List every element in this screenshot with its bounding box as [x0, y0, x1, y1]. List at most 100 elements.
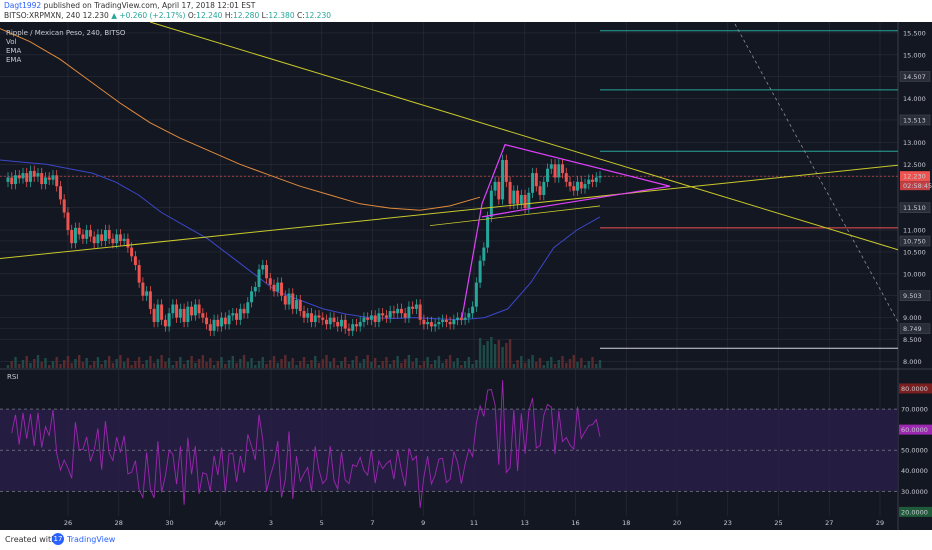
support-line [429, 205, 601, 227]
volume-bar [340, 361, 343, 368]
volume-bar [250, 358, 253, 368]
candle-body [598, 176, 602, 178]
candle-body [366, 317, 370, 320]
volume-bar [516, 360, 519, 368]
candle-body [512, 190, 516, 204]
time-tick-label: 11 [470, 519, 478, 527]
price-tick-label: 10.750 [903, 237, 926, 245]
volume-bars [6, 337, 602, 368]
candle-body [399, 308, 403, 314]
candle-body [298, 300, 302, 312]
candle-body [51, 175, 55, 180]
author-link[interactable]: Dagt1992 [4, 1, 42, 10]
volume-bar [81, 362, 85, 368]
volume-bar [501, 347, 504, 368]
price-tick-label: 10.500 [903, 248, 926, 256]
candle-body [227, 315, 231, 325]
volume-bar [246, 362, 249, 368]
volume-bar [51, 361, 55, 368]
candle-body [197, 304, 201, 314]
price-tick-label: 8.749 [903, 325, 922, 333]
candle-body [396, 308, 400, 314]
volume-bar [426, 357, 429, 368]
legend-ema-2: EMA [6, 56, 21, 64]
volume-bar [269, 360, 272, 368]
rsi-level-tag [899, 506, 932, 517]
volume-bar [63, 360, 66, 368]
volume-bar [460, 365, 463, 368]
tradingview-link[interactable]: TradingView [67, 535, 116, 544]
volume-bar [55, 357, 58, 368]
time-tick-label: 23 [724, 519, 732, 527]
candle-body [265, 265, 269, 279]
volume-bar [430, 364, 433, 368]
volume-bar [156, 359, 160, 368]
volume-bar [332, 358, 336, 368]
ohlc-open-value: 12.240 [196, 11, 223, 20]
volume-bar [284, 355, 287, 368]
time-tick-label: 18 [622, 519, 630, 527]
candle-body [523, 195, 527, 209]
volume-bar [576, 362, 579, 368]
candle-body [508, 181, 512, 204]
rsi-tick-label: 70.0000 [901, 406, 928, 414]
candle-body [246, 302, 250, 314]
candle-body [178, 308, 182, 318]
candle-body [463, 317, 467, 320]
candle-body [381, 313, 385, 316]
legend-title: Ripple / Mexican Peso, 240, BITSO [6, 29, 126, 37]
volume-bar [505, 343, 508, 368]
candle-body [261, 265, 265, 270]
volume-bar [224, 364, 227, 368]
volume-bar [254, 365, 257, 368]
candle-body [354, 324, 358, 327]
volume-bar [299, 361, 302, 368]
volume-bar [531, 355, 534, 368]
volume-bar [572, 355, 575, 368]
candle-body [238, 308, 242, 320]
candle-body [531, 173, 535, 193]
candle-body [17, 175, 21, 179]
price-tick-label: 9.503 [903, 292, 922, 300]
volume-bar [422, 361, 426, 368]
candle-body [156, 304, 160, 323]
rsi-tick-label: 20.0000 [901, 508, 928, 516]
price-tick-label: 12.500 [903, 161, 926, 169]
candle-body [100, 234, 104, 241]
volume-bar [137, 357, 141, 368]
volume-bar [126, 358, 130, 368]
candle-body [231, 313, 235, 316]
publish-header: Dagt1992 published on TradingView.com, A… [0, 0, 932, 22]
candle-body [186, 306, 190, 323]
candle-body [28, 170, 32, 182]
level-tag [899, 71, 931, 82]
candle-body [324, 319, 328, 325]
volume-bar [92, 361, 96, 368]
candle-body [501, 159, 505, 200]
candle-body [223, 317, 227, 325]
candle-body [568, 181, 572, 187]
volume-bar [152, 363, 156, 368]
level-tag [899, 290, 931, 301]
ascending-trendline [0, 164, 899, 260]
trading-chart[interactable]: 15.500 15.000 14.507 14.000 13.513 13.000 12.5… [0, 22, 932, 530]
candle-body [287, 293, 291, 305]
price-tick-label: 14.507 [903, 73, 926, 81]
volume-bar [520, 356, 523, 368]
candle-body [467, 313, 471, 318]
price-tick-label: 15.500 [903, 29, 926, 37]
volume-bar [418, 365, 422, 368]
time-tick-label: 13 [521, 519, 529, 527]
candle-body [317, 315, 321, 318]
countdown-label: 02:58:45 [903, 182, 932, 190]
rsi-tick-label: 40.0000 [901, 467, 928, 475]
candle-body [212, 319, 216, 331]
volume-bar [400, 363, 403, 368]
volume-bar [441, 363, 444, 368]
candle-body [546, 168, 550, 182]
volume-bar [377, 365, 381, 368]
candle-body [411, 306, 415, 309]
volume-bar [411, 362, 414, 368]
volume-bar [141, 364, 145, 368]
volume-bar [403, 359, 407, 368]
